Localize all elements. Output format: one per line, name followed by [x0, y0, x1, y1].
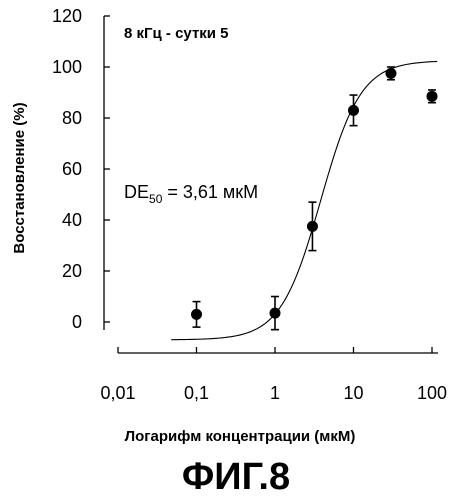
data-point — [307, 221, 318, 232]
ec50-annotation-sub: 50 — [149, 192, 163, 206]
data-point — [385, 68, 396, 79]
figure-label: ФИГ.8 — [182, 456, 290, 498]
y-tick-label: 40 — [62, 210, 82, 230]
chart-title: 8 кГц - сутки 5 — [124, 25, 229, 42]
x-axis-title: Логарифм концентрации (мкМ) — [125, 428, 356, 445]
y-axis-title: Восстановление (%) — [11, 102, 28, 253]
x-tick-label: 10 — [343, 383, 363, 403]
y-tick-label: 20 — [62, 261, 82, 281]
x-ticks: 0,01 0,1 1 10 100 — [100, 347, 447, 403]
x-tick-label: 1 — [270, 383, 280, 403]
y-tick-label: 120 — [52, 6, 82, 26]
y-tick-label: 80 — [62, 108, 82, 128]
ec50-annotation-rest: = 3,61 мкМ — [162, 182, 258, 202]
data-point — [427, 91, 438, 102]
data-point — [270, 308, 281, 319]
ec50-annotation: DE50 = 3,61 мкМ — [124, 182, 258, 206]
y-tick-label: 100 — [52, 57, 82, 77]
data-point — [348, 105, 359, 116]
ec50-annotation-main: DE — [124, 182, 149, 202]
x-tick-label: 0,1 — [184, 383, 209, 403]
y-tick-label: 0 — [72, 312, 82, 332]
data-point — [191, 309, 202, 320]
x-tick-label: 100 — [417, 383, 447, 403]
y-tick-label: 60 — [62, 159, 82, 179]
y-ticks: 0 20 40 60 80 100 120 — [52, 6, 110, 332]
x-tick-label: 0,01 — [100, 383, 135, 403]
